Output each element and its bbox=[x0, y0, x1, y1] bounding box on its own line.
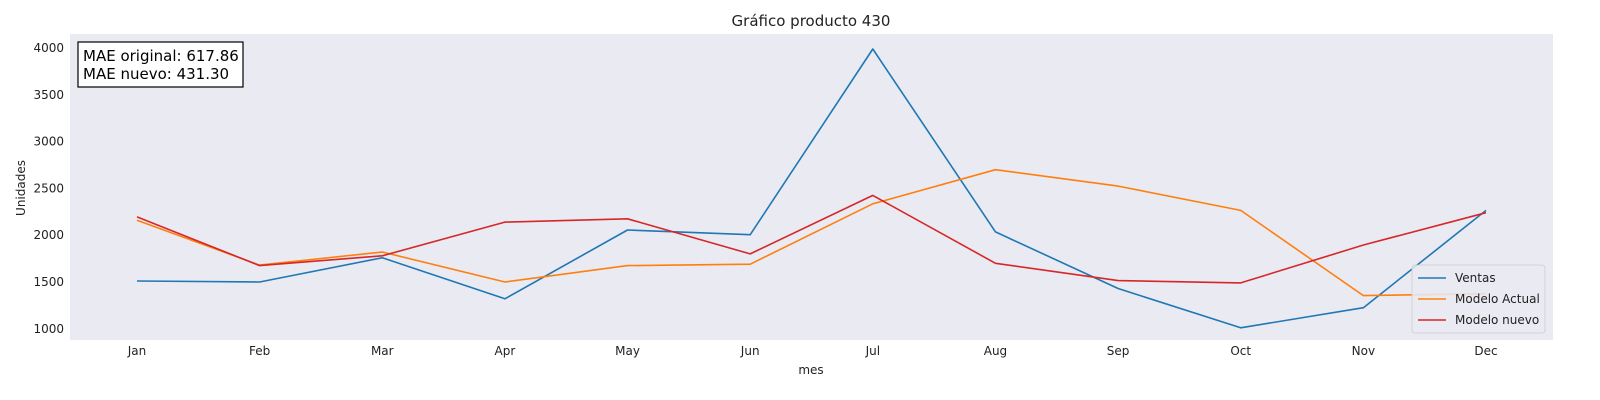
x-tick-label: May bbox=[615, 344, 640, 358]
y-tick-label: 3000 bbox=[33, 135, 64, 149]
series-line-1 bbox=[136, 168, 1487, 297]
x-tick-label: Feb bbox=[249, 344, 270, 358]
legend-box bbox=[1411, 264, 1546, 334]
annotation-line-2: MAE nuevo: 431.30 bbox=[83, 65, 229, 83]
x-tick-label: Jul bbox=[865, 344, 880, 358]
x-tick-label: Aug bbox=[984, 344, 1007, 358]
series-lines bbox=[136, 48, 1487, 329]
x-tick-label: Sep bbox=[1107, 344, 1130, 358]
annotation-box bbox=[77, 41, 244, 88]
x-tick-label: Apr bbox=[495, 344, 516, 358]
x-tick-label: Nov bbox=[1352, 344, 1375, 358]
series-line-0 bbox=[136, 48, 1487, 329]
x-tick-label: Dec bbox=[1474, 344, 1497, 358]
y-axis-ticks: 1000 1500 2000 2500 3000 3500 4000 bbox=[33, 41, 64, 336]
series-line-2 bbox=[136, 194, 1487, 284]
y-tick-label: 2000 bbox=[33, 228, 64, 242]
y-tick-label: 3500 bbox=[33, 88, 64, 102]
annotation-line-1: MAE original: 617.86 bbox=[83, 47, 239, 65]
x-tick-label: Oct bbox=[1230, 344, 1251, 358]
y-tick-label: 4000 bbox=[33, 41, 64, 55]
legend-label: Ventas bbox=[1455, 271, 1496, 285]
legend-label: Modelo nuevo bbox=[1455, 313, 1539, 327]
y-axis-label: Unidades bbox=[14, 160, 28, 216]
legend-label: Modelo Actual bbox=[1455, 292, 1540, 306]
plot-area bbox=[70, 34, 1553, 340]
x-tick-label: Jun bbox=[740, 344, 760, 358]
x-axis-label: mes bbox=[798, 363, 823, 377]
y-tick-label: 1500 bbox=[33, 275, 64, 289]
x-axis-ticks: Jan Feb Mar Apr May Jun Jul Aug Sep Oct Nov Dec bbox=[127, 344, 1498, 358]
mae-annotation: MAE original: 617.86 MAE nuevo: 431.30 bbox=[77, 41, 244, 88]
x-tick-label: Mar bbox=[371, 344, 394, 358]
legend: Ventas Modelo Actual Modelo nuevo bbox=[1411, 264, 1546, 334]
chart-title: Gráfico producto 430 bbox=[732, 12, 891, 30]
x-tick-label: Jan bbox=[127, 344, 147, 358]
y-tick-label: 1000 bbox=[33, 322, 64, 336]
y-tick-label: 2500 bbox=[33, 181, 64, 195]
